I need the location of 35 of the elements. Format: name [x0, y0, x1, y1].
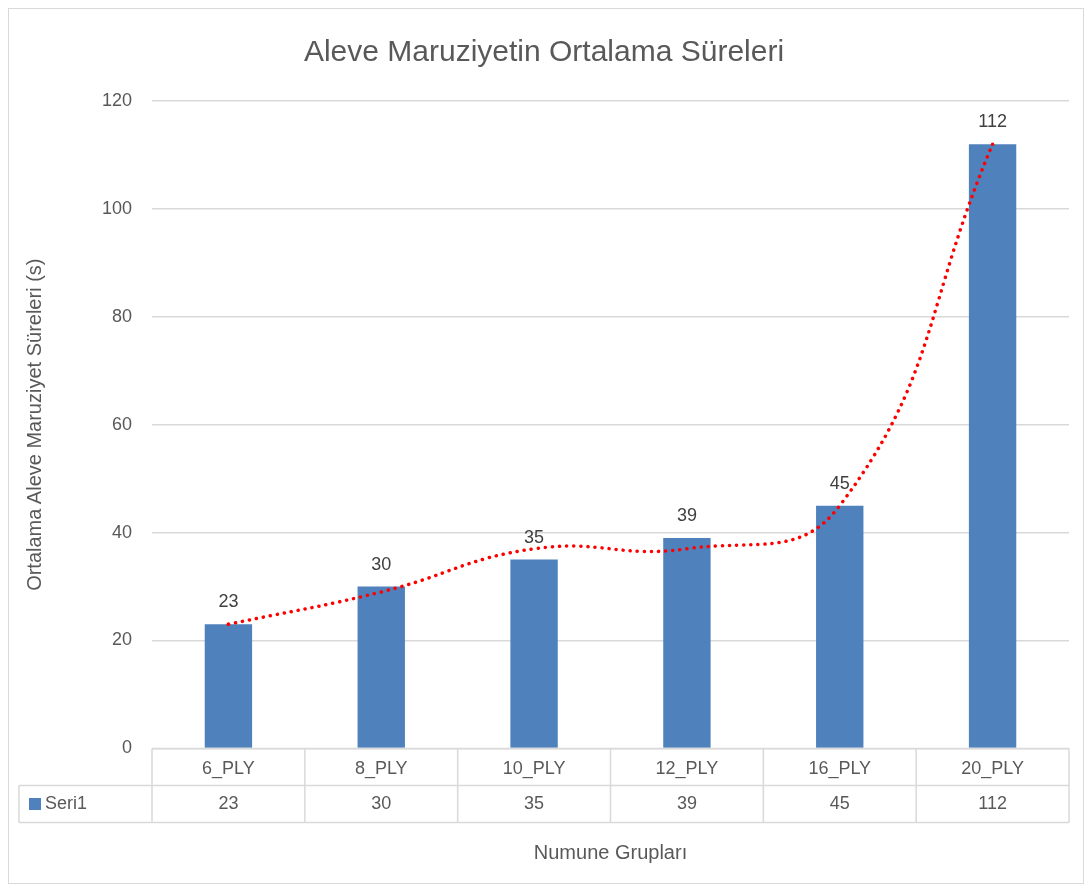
bar [357, 586, 405, 748]
data-label: 35 [524, 792, 545, 813]
bar [204, 624, 253, 748]
x-tick-label: 8_PLY [354, 758, 408, 780]
y-tick-label: 20 [111, 629, 132, 650]
x-axis-title: Numune Grupları [533, 840, 688, 863]
y-tick-label: 100 [101, 197, 132, 218]
bar [663, 538, 711, 748]
text: 45 [829, 472, 850, 493]
data-label: 45 [829, 792, 850, 813]
x-tick-label: 10_PLY [502, 758, 566, 780]
text: 23 [218, 591, 239, 612]
y-axis-title: Ortalama Aleve Maruziyet Süreleri (s) [22, 258, 45, 591]
data-label: 23 [218, 792, 239, 813]
y-tick-label: 80 [111, 305, 132, 326]
text: 30 [371, 553, 392, 574]
text: 112 [978, 111, 1007, 132]
y-tick-label: 120 [101, 89, 132, 110]
legend-label: Seri1 [45, 793, 88, 815]
bar [816, 505, 864, 748]
text: 35 [524, 526, 545, 547]
x-tick-label: 12_PLY [655, 758, 719, 780]
x-tick-label: 16_PLY [808, 758, 872, 780]
data-label: 30 [371, 792, 392, 813]
x-tick-label: 6_PLY [202, 758, 255, 780]
text: 39 [676, 504, 697, 525]
y-tick-label: 0 [121, 737, 132, 758]
y-tick-label: 60 [111, 413, 132, 434]
bar [968, 144, 1017, 748]
x-tick-label: 20_PLY [961, 758, 1024, 780]
data-label: 112 [978, 792, 1007, 813]
y-tick-label: 40 [111, 521, 132, 542]
bar [510, 559, 558, 748]
data-label: 39 [676, 792, 697, 813]
chart-title: Aleve Maruziyetin Ortalama Süreleri [303, 34, 785, 68]
